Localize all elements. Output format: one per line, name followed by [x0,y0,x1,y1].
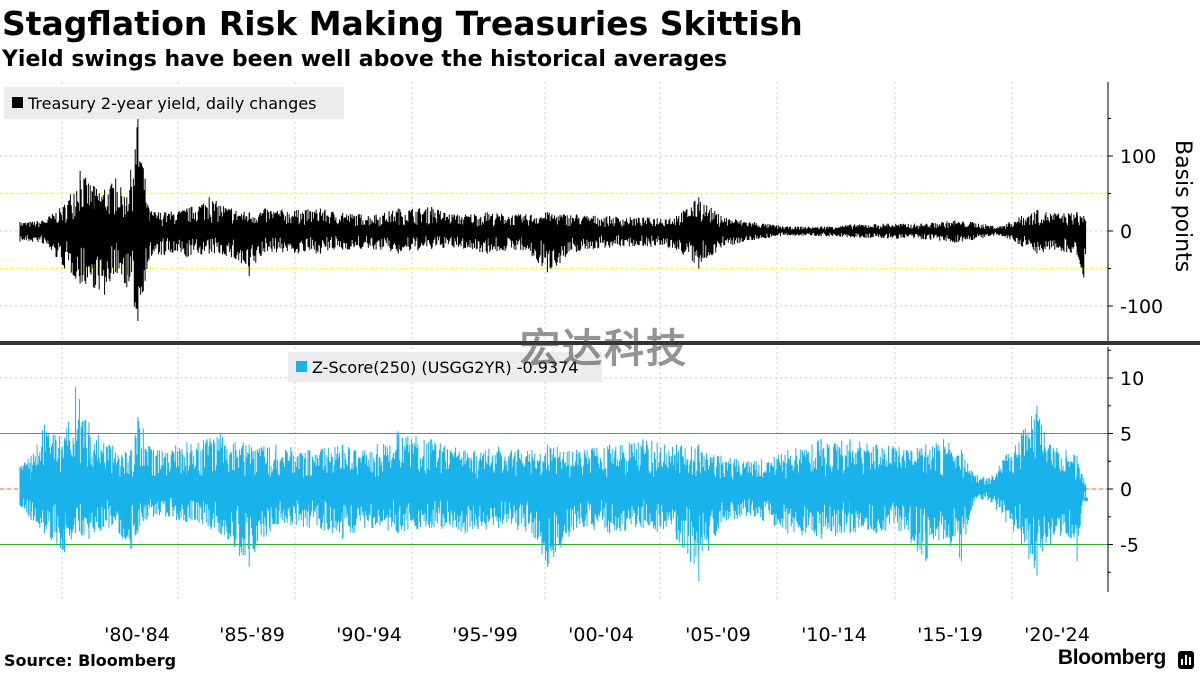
bottom-legend-swatch [296,361,307,372]
bottom-legend-label: Z-Score(250) (USGG2YR) -0.9374 [312,358,578,377]
bottom-series-path [19,386,1087,582]
bloomberg-logo: Bloomberg [1057,646,1166,669]
x-tick-label: '00-'04 [568,624,634,646]
top-legend-swatch [12,97,23,108]
x-tick-label: '80-'84 [104,624,170,646]
bottom-legend-box [288,352,602,382]
top-y-tick-label: 0 [1120,221,1132,243]
x-tick-label: '15-'19 [917,624,983,646]
x-tick-label: '20-'24 [1024,624,1090,646]
chart-subtitle: Yield swings have been well above the hi… [2,47,728,72]
bloomberg-terminal-icon [1178,651,1194,669]
bottom-series-z-score-250-usgg2yr- [19,386,1087,582]
x-tick-label: '85-'89 [219,624,285,646]
chart-title: Stagflation Risk Making Treasuries Skitt… [2,4,803,43]
bottom-y-tick-label: -5 [1120,535,1139,557]
bottom-y-tick-label: 5 [1120,424,1132,446]
source-note: Source: Bloomberg [4,651,177,670]
top-y-tick-label: 100 [1120,146,1156,168]
x-tick-label: '95-'99 [452,624,518,646]
top-series-path [19,118,1087,321]
top-legend-label: Treasury 2-year yield, daily changes [27,94,317,113]
x-tick-label: '10-'14 [801,624,867,646]
top-y-tick-label: -100 [1120,296,1163,318]
bottom-last-value-point [1084,497,1088,502]
x-tick-label: '90-'94 [336,624,402,646]
top-series-treasury-2-year-yield-daily-changes [19,118,1087,321]
bottom-y-tick-label: 10 [1120,368,1144,390]
top-legend-box [4,87,344,119]
y-axis-title: Basis points [1170,140,1195,272]
panel-divider [0,341,1200,345]
watermark: 宏达科技 [520,326,688,372]
bottom-y-tick-label: 0 [1120,479,1132,501]
x-tick-label: '05-'09 [685,624,751,646]
